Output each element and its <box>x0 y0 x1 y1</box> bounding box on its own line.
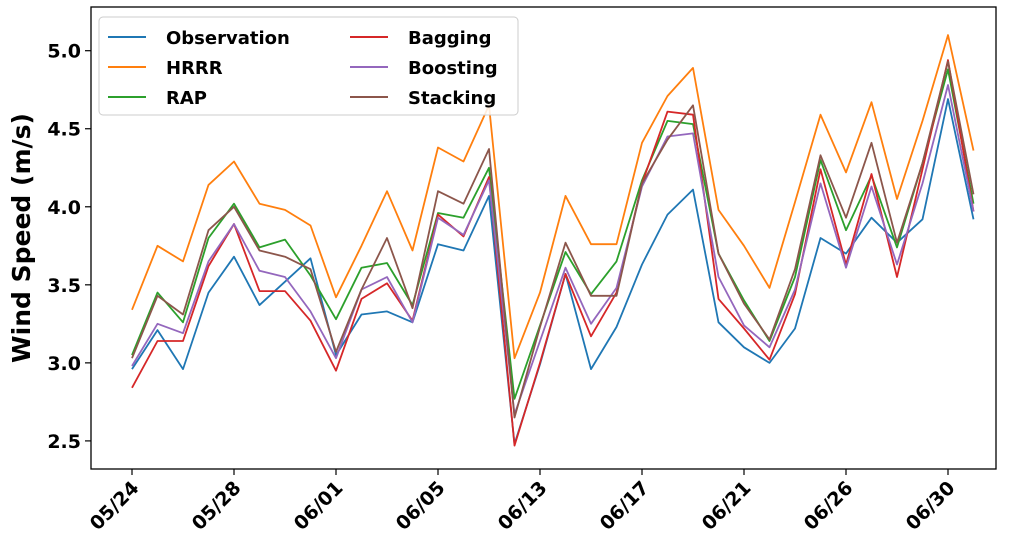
y-axis: 2.5 3.0 3.5 4.0 4.5 5.0 <box>47 41 91 453</box>
y-tick-label: 2.5 <box>47 431 81 453</box>
series-line-boosting <box>131 84 975 416</box>
legend-label-hrrr: HRRR <box>166 58 223 79</box>
x-tick-label: 06/01 <box>290 477 348 535</box>
legend: Observation HRRR RAP Bagging Boosting Stackin… <box>98 16 519 116</box>
legend-label-observation: Observation <box>166 28 290 49</box>
x-tick-label: 05/28 <box>188 477 246 535</box>
x-tick-label: 05/24 <box>86 477 144 535</box>
series-line-rap <box>131 68 975 400</box>
series-layer <box>131 34 975 447</box>
x-tick-label: 06/21 <box>698 477 756 535</box>
y-tick-label: 5.0 <box>47 41 81 63</box>
y-tick-label: 4.0 <box>47 197 81 219</box>
legend-label-bagging: Bagging <box>408 28 492 49</box>
legend-label-rap: RAP <box>166 88 207 109</box>
legend-box <box>98 16 519 116</box>
y-tick-label: 4.5 <box>47 119 81 141</box>
x-tick-label: 06/26 <box>800 477 858 535</box>
x-tick-label: 06/05 <box>392 477 450 535</box>
series-line-bagging <box>131 59 975 447</box>
y-axis-label: Wind Speed (m/s) <box>7 113 36 363</box>
y-tick-label: 3.0 <box>47 353 81 375</box>
series-line-stacking <box>131 60 975 419</box>
series-line-observation <box>131 98 975 445</box>
y-tick-label: 3.5 <box>47 275 81 297</box>
x-axis: 05/24 05/28 06/01 06/05 06/13 06/17 06/21 06/26… <box>86 469 960 535</box>
legend-items: Observation HRRR RAP Bagging Boosting Stackin… <box>108 28 498 109</box>
x-tick-label: 06/17 <box>596 477 654 535</box>
x-tick-label: 06/13 <box>494 477 552 535</box>
x-tick-label: 06/30 <box>902 477 960 535</box>
series-line-hrrr <box>131 34 975 360</box>
plot-frame <box>90 6 997 470</box>
legend-label-boosting: Boosting <box>408 58 498 79</box>
legend-label-stacking: Stacking <box>408 88 496 109</box>
